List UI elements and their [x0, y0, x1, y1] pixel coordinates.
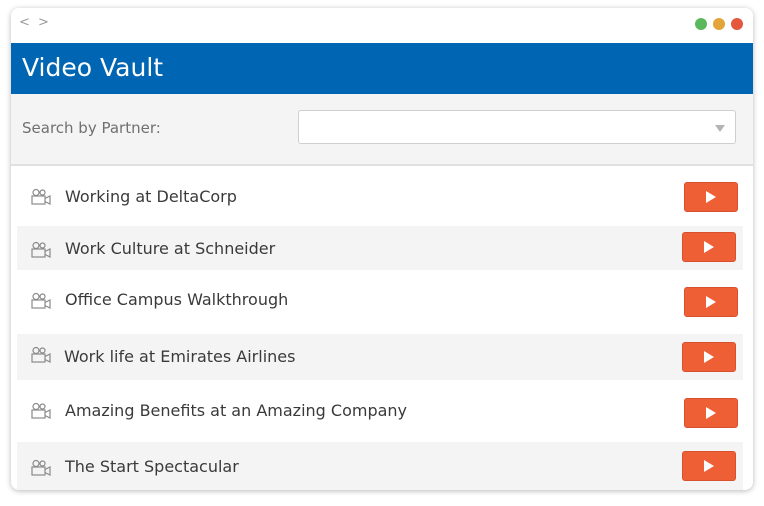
- maximize-button[interactable]: [713, 18, 725, 30]
- video-camera-icon: [31, 188, 51, 205]
- search-label: Search by Partner:: [22, 119, 161, 137]
- play-button[interactable]: [682, 451, 736, 481]
- play-icon: [706, 407, 716, 419]
- play-icon: [706, 191, 716, 203]
- video-camera-icon: [31, 292, 51, 309]
- list-item: Working at DeltaCorp: [17, 168, 743, 224]
- window-titlebar: < >: [11, 8, 753, 42]
- video-title[interactable]: The Start Spectacular: [65, 457, 239, 476]
- play-button[interactable]: [682, 342, 736, 372]
- video-title[interactable]: Work life at Emirates Airlines: [64, 347, 296, 366]
- search-bar: Search by Partner:: [11, 94, 753, 166]
- play-icon: [706, 296, 716, 308]
- video-title[interactable]: Amazing Benefits at an Amazing Company: [65, 401, 408, 420]
- video-title[interactable]: Working at DeltaCorp: [65, 187, 237, 206]
- list-item: Work life at Emirates Airlines: [17, 334, 743, 380]
- close-button[interactable]: [731, 18, 743, 30]
- list-item: Amazing Benefits at an Amazing Company: [17, 382, 743, 440]
- app-window: < > Video Vault Search by Partner: Worki…: [11, 8, 753, 490]
- video-title[interactable]: Office Campus Walkthrough: [65, 290, 289, 309]
- video-camera-icon: [31, 346, 51, 363]
- play-icon: [704, 460, 714, 472]
- play-button[interactable]: [684, 182, 738, 212]
- list-item: Office Campus Walkthrough: [17, 272, 743, 332]
- partner-select[interactable]: [298, 110, 736, 144]
- play-button[interactable]: [684, 287, 738, 317]
- window-controls: [695, 18, 743, 30]
- list-item: The Start Spectacular: [17, 442, 743, 490]
- app-header: Video Vault: [11, 43, 753, 94]
- video-title[interactable]: Work Culture at Schneider: [65, 239, 276, 258]
- play-icon: [704, 351, 714, 363]
- page-title: Video Vault: [22, 53, 164, 82]
- video-camera-icon: [31, 459, 51, 476]
- video-camera-icon: [31, 241, 51, 258]
- list-item: Work Culture at Schneider: [17, 226, 743, 270]
- play-button[interactable]: [682, 232, 736, 262]
- video-camera-icon: [31, 402, 51, 419]
- play-button[interactable]: [684, 398, 738, 428]
- minimize-button[interactable]: [695, 18, 707, 30]
- play-icon: [704, 241, 714, 253]
- nav-arrows-icon[interactable]: < >: [19, 15, 51, 30]
- caret-down-icon[interactable]: [715, 125, 725, 132]
